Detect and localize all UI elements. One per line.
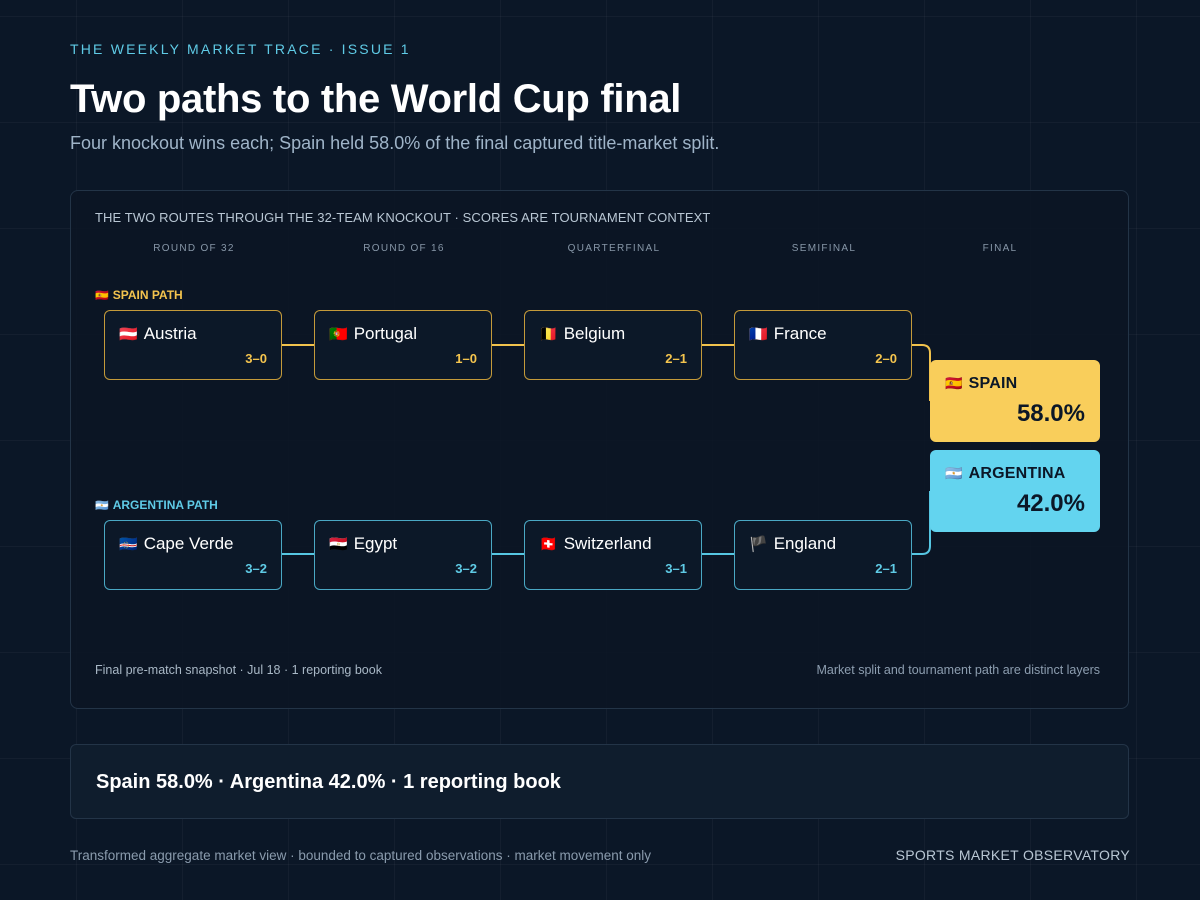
argentina-final-connector	[912, 491, 931, 555]
spain-connector	[282, 344, 314, 346]
match-score: 3–0	[245, 351, 267, 366]
final-team-name: ARGENTINA	[968, 465, 1066, 482]
round-label-final: FINAL	[982, 243, 1018, 254]
france-flag-icon: 🇫🇷	[749, 326, 768, 343]
footer-disclaimer: Transformed aggregate market view · boun…	[70, 848, 652, 863]
page-subtitle: Four knockout wins each; Spain held 58.0…	[70, 133, 720, 153]
spain-path-label: 🇪🇸 SPAIN PATH	[95, 288, 183, 302]
page-title: Two paths to the World Cup final	[70, 77, 682, 121]
final-card-argentina: 🇦🇷 ARGENTINA 42.0%	[930, 450, 1100, 532]
final-card-spain: 🇪🇸 SPAIN 58.0%	[930, 360, 1100, 442]
match-score: 1–0	[455, 351, 477, 366]
round-label-r16: ROUND OF 16	[363, 243, 445, 254]
match-opponent: France	[773, 324, 827, 343]
match-score: 3–1	[665, 561, 687, 576]
match-score: 2–0	[875, 351, 897, 366]
argentina-flag-icon: 🇦🇷	[95, 500, 109, 512]
spain-match-sf: 🇫🇷 France 2–0	[734, 310, 912, 380]
england-flag-icon: 🏴	[749, 536, 768, 553]
match-score: 2–1	[665, 351, 687, 366]
argentina-match-r32: 🇨🇻 Cape Verde 3–2	[104, 520, 282, 590]
argentina-match-sf: 🏴 England 2–1	[734, 520, 912, 590]
issue-kicker: THE WEEKLY MARKET TRACE · ISSUE 1	[70, 41, 411, 57]
final-market-share: 42.0%	[1016, 490, 1085, 517]
argentina-match-r16: 🇪🇬 Egypt 3–2	[314, 520, 492, 590]
argentina-connector	[702, 553, 734, 555]
spain-flag-icon: 🇪🇸	[945, 375, 963, 391]
match-score: 2–1	[875, 561, 897, 576]
match-opponent: Cape Verde	[143, 534, 234, 553]
spain-path-text: SPAIN PATH	[112, 288, 183, 302]
match-opponent: Portugal	[353, 324, 418, 343]
argentina-path-label: 🇦🇷 ARGENTINA PATH	[95, 498, 218, 512]
spain-connector	[702, 344, 734, 346]
match-opponent: Austria	[143, 324, 197, 343]
round-label-r32: ROUND OF 32	[153, 243, 235, 254]
argentina-match-qf: 🇨🇭 Switzerland 3–1	[524, 520, 702, 590]
argentina-path-text: ARGENTINA PATH	[112, 498, 218, 512]
match-opponent: Egypt	[353, 534, 398, 553]
final-market-share: 58.0%	[1016, 400, 1085, 427]
bracket-panel	[70, 190, 1129, 709]
footer-brand: SPORTS MARKET OBSERVATORY	[895, 847, 1130, 863]
spain-final-connector	[912, 344, 931, 401]
austria-flag-icon: 🇦🇹	[119, 326, 138, 343]
egypt-flag-icon: 🇪🇬	[329, 536, 348, 553]
spain-flag-icon: 🇪🇸	[95, 290, 109, 302]
round-label-qf: QUARTERFINAL	[567, 243, 661, 254]
summary-bar	[70, 744, 1129, 819]
summary-text: Spain 58.0% · Argentina 42.0% · 1 report…	[96, 771, 561, 793]
argentina-connector	[282, 553, 314, 555]
belgium-flag-icon: 🇧🇪	[539, 326, 558, 343]
spain-match-r16: 🇵🇹 Portugal 1–0	[314, 310, 492, 380]
match-opponent: England	[773, 534, 837, 553]
match-score: 3–2	[455, 561, 477, 576]
argentina-connector	[492, 553, 524, 555]
cape-verde-flag-icon: 🇨🇻	[119, 536, 138, 553]
argentina-flag-icon: 🇦🇷	[945, 465, 963, 481]
snapshot-note: Final pre-match snapshot · Jul 18 · 1 re…	[95, 663, 382, 677]
spain-match-qf: 🇧🇪 Belgium 2–1	[524, 310, 702, 380]
final-team-name: SPAIN	[968, 375, 1018, 392]
spain-match-r32: 🇦🇹 Austria 3–0	[104, 310, 282, 380]
spain-connector	[492, 344, 524, 346]
match-opponent: Belgium	[563, 324, 626, 343]
match-score: 3–2	[245, 561, 267, 576]
layers-note: Market split and tournament path are dis…	[816, 663, 1100, 677]
portugal-flag-icon: 🇵🇹	[329, 326, 348, 343]
bracket-heading: THE TWO ROUTES THROUGH THE 32-TEAM KNOCK…	[95, 210, 711, 225]
switzerland-flag-icon: 🇨🇭	[539, 536, 558, 553]
match-opponent: Switzerland	[563, 534, 652, 553]
round-label-sf: SEMIFINAL	[791, 243, 857, 254]
